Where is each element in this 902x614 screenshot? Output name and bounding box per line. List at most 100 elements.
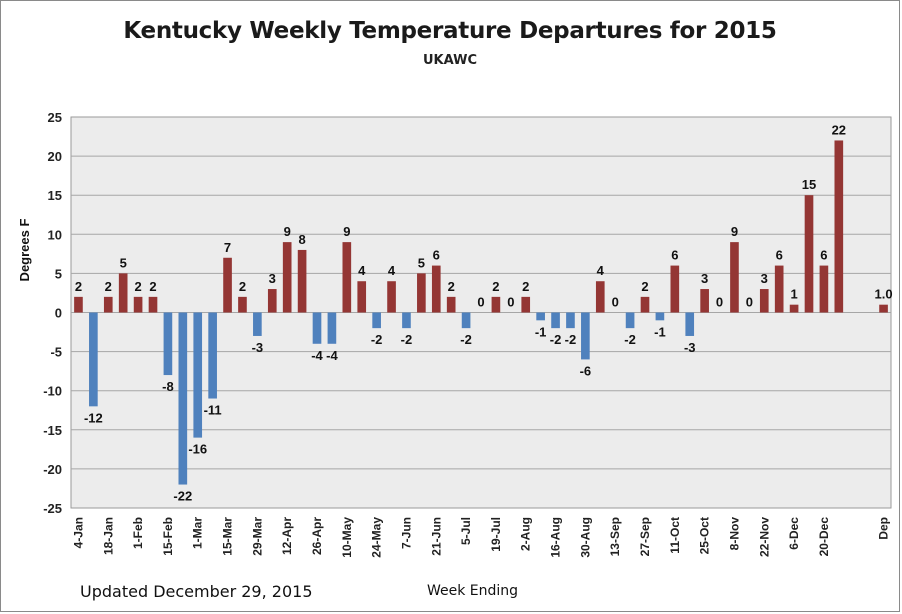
chart-title: Kentucky Weekly Temperature Departures f…: [123, 18, 777, 44]
bar: [193, 312, 203, 438]
bar: [103, 296, 113, 313]
x-tick-label: Dep: [877, 517, 891, 540]
bar: [581, 312, 590, 360]
data-label: -6: [580, 363, 592, 378]
data-label: -2: [550, 332, 562, 347]
data-label: 4: [597, 263, 605, 278]
data-label: 3: [761, 271, 768, 286]
x-tick-label: 11-Oct: [668, 517, 682, 554]
bar: [879, 304, 888, 313]
data-label: -2: [401, 332, 413, 347]
data-label: 2: [134, 279, 141, 294]
bar: [536, 312, 545, 321]
data-label: 2: [149, 279, 156, 294]
bar: [342, 242, 352, 313]
data-label: 2: [75, 279, 82, 294]
data-label: 4: [358, 263, 366, 278]
updated-note: Updated December 29, 2015: [80, 582, 313, 601]
bar: [730, 242, 739, 313]
data-label: 0: [477, 295, 484, 310]
bar: [178, 312, 188, 485]
x-tick-label: 22-Nov: [757, 517, 771, 557]
x-tick-label: 21-Jun: [429, 517, 443, 556]
bar: [74, 296, 83, 313]
data-label: 1.0: [875, 287, 893, 302]
data-label: -2: [565, 332, 577, 347]
data-label: 3: [269, 271, 276, 286]
x-tick-label: 1-Mar: [191, 517, 205, 549]
y-tick-label: 25: [48, 110, 62, 125]
y-axis-label: Degrees F: [17, 218, 32, 282]
data-label: -2: [624, 332, 636, 347]
bar: [312, 312, 322, 344]
x-tick-label: 13-Sep: [608, 517, 622, 556]
bar: [89, 312, 98, 407]
x-tick-label: 20-Dec: [817, 517, 831, 557]
x-tick-label: 29-Mar: [250, 517, 264, 556]
x-tick-label: 15-Feb: [161, 517, 175, 556]
data-label: 0: [612, 295, 619, 310]
data-label: 8: [298, 232, 305, 247]
bar: [834, 140, 844, 313]
bar: [417, 273, 426, 313]
y-tick-label: -5: [50, 345, 62, 360]
bar: [759, 289, 769, 313]
data-label: 22: [832, 122, 846, 137]
x-tick-label: 10-May: [340, 517, 354, 558]
chart-subtitle: UKAWC: [423, 53, 477, 68]
bar: [253, 312, 262, 336]
data-label: -1: [535, 324, 547, 339]
data-label: -12: [84, 410, 103, 425]
bar: [372, 312, 381, 329]
x-tick-label: 24-May: [370, 517, 384, 558]
bar: [819, 265, 829, 313]
bar: [387, 281, 396, 313]
bar: [670, 265, 680, 313]
bars: [74, 140, 888, 485]
bar: [148, 296, 158, 313]
bar: [208, 312, 217, 399]
x-tick-label: 2-Aug: [519, 517, 533, 551]
bar: [357, 281, 367, 313]
data-label: -11: [204, 403, 222, 418]
gridlines: [71, 155, 891, 470]
data-label: -8: [162, 379, 174, 394]
bar: [446, 296, 456, 313]
bar: [431, 265, 441, 313]
bar: [655, 312, 665, 321]
y-tick-label: 10: [48, 227, 62, 242]
y-tick-label: 5: [55, 266, 62, 281]
x-tick-label: 27-Sep: [638, 517, 652, 556]
data-label: 6: [776, 248, 783, 263]
data-label: 0: [716, 295, 723, 310]
y-tick-label: -15: [43, 423, 62, 438]
bar: [491, 296, 501, 313]
x-tick-label: 16-Aug: [549, 517, 563, 558]
data-label: 0: [507, 295, 514, 310]
data-label: -3: [252, 340, 264, 355]
data-label: 3: [701, 271, 708, 286]
data-label: 9: [343, 224, 350, 239]
bar: [685, 312, 695, 336]
data-label: 1: [790, 287, 797, 302]
x-tick-label: 4-Jan: [71, 517, 85, 548]
data-label: 6: [433, 248, 440, 263]
bar: [223, 257, 232, 313]
x-tick-label: 19-Jul: [489, 517, 503, 552]
data-label: 2: [492, 279, 499, 294]
data-label: 5: [120, 255, 127, 270]
bar: [774, 265, 784, 313]
data-label: 6: [671, 248, 678, 263]
bar: [267, 289, 277, 313]
x-tick-label: 15-Mar: [221, 517, 235, 556]
x-tick-label: 8-Nov: [727, 517, 741, 551]
data-label: 2: [641, 279, 648, 294]
data-label: -16: [188, 442, 207, 457]
data-label: -2: [460, 332, 472, 347]
data-label: 9: [731, 224, 738, 239]
bar: [566, 312, 575, 329]
y-tick-label: 15: [48, 188, 62, 203]
x-axis-label: Week Ending: [427, 583, 519, 599]
x-tick-label: 7-Jun: [399, 517, 413, 549]
